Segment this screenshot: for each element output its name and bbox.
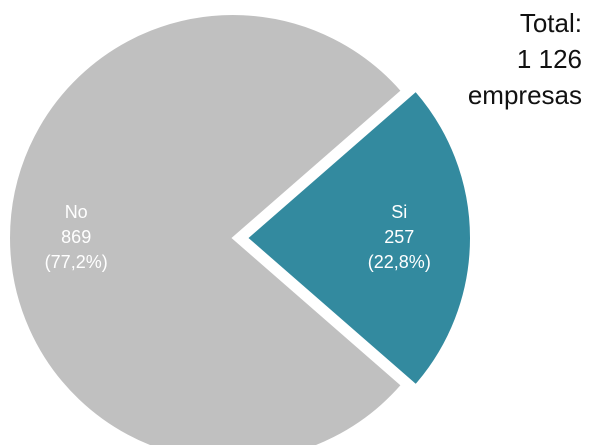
slice-label-si-value: 257 bbox=[384, 227, 414, 247]
slice-label-no-percent: (77,2%) bbox=[45, 252, 108, 272]
slice-label-no-category: No bbox=[65, 202, 88, 222]
slice-label-si-percent: (22,8%) bbox=[368, 252, 431, 272]
total-unit: empresas bbox=[468, 80, 582, 110]
total-annotation: Total: 1 126 empresas bbox=[468, 8, 582, 110]
total-label: Total: bbox=[520, 8, 582, 38]
pie-slices bbox=[8, 13, 472, 445]
slice-label-no-value: 869 bbox=[61, 227, 91, 247]
slice-label-si-category: Si bbox=[391, 202, 407, 222]
pie-labels: Si 257 (22,8%) No 869 (77,2%) bbox=[45, 202, 431, 272]
pie-slice-si bbox=[245, 89, 472, 387]
pie-slice-no bbox=[8, 13, 404, 445]
total-value: 1 126 bbox=[517, 44, 582, 74]
